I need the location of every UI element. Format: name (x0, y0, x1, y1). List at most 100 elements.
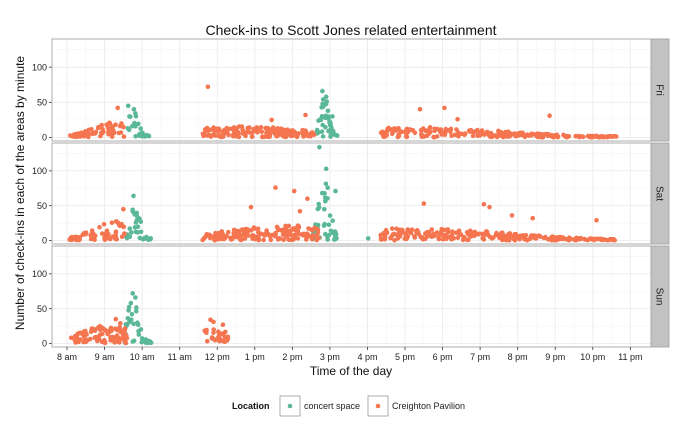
point-creighton-pavilion (275, 237, 281, 242)
point-creighton-pavilion (310, 233, 316, 238)
point-creighton-pavilion (439, 226, 445, 232)
point-concert-space (333, 235, 338, 240)
point-creighton-pavilion (264, 228, 269, 233)
point-creighton-pavilion (222, 131, 227, 136)
facet-strip (650, 142, 670, 245)
point-creighton-pavilion (281, 227, 287, 232)
y-tick-label: 0 (42, 339, 47, 349)
point-creighton-pavilion (83, 230, 89, 235)
point-creighton-pavilion (295, 133, 300, 138)
point-creighton-pavilion (273, 230, 278, 236)
point-creighton-pavilion (286, 132, 291, 137)
point-creighton-pavilion (221, 236, 227, 242)
point-creighton-pavilion (68, 335, 74, 341)
point-creighton-pavilion (463, 131, 468, 136)
point-creighton-pavilion (429, 234, 434, 240)
point-creighton-pavilion (511, 236, 517, 242)
point-creighton-pavilion (231, 227, 237, 233)
point-concert-space (327, 213, 333, 218)
point-creighton-pavilion (412, 130, 418, 136)
point-concert-space (136, 332, 142, 337)
point-creighton-pavilion (203, 234, 208, 240)
point-creighton-pavilion (113, 219, 119, 224)
point-creighton-pavilion (105, 125, 111, 131)
point-creighton-pavilion (389, 226, 395, 231)
point-concert-space (316, 118, 321, 123)
point-creighton-pavilion (445, 229, 451, 235)
point-creighton-pavilion (226, 229, 231, 235)
point-creighton-pavilion (83, 330, 88, 336)
point-creighton-pavilion (269, 117, 275, 123)
point-creighton-pavilion (404, 236, 410, 242)
point-creighton-pavilion (279, 132, 285, 138)
point-creighton-pavilion (102, 340, 108, 346)
point-concert-space (143, 340, 149, 346)
point-creighton-pavilion (514, 234, 520, 239)
point-creighton-pavilion (116, 130, 122, 136)
point-creighton-pavilion (245, 233, 251, 238)
facet-strip (650, 245, 670, 348)
point-concert-space (129, 317, 134, 323)
point-creighton-pavilion (497, 133, 503, 138)
point-concert-space (135, 224, 141, 230)
y-tick-label: 0 (42, 133, 47, 143)
point-creighton-pavilion (225, 334, 231, 340)
point-creighton-pavilion (591, 237, 597, 243)
point-concert-space (134, 305, 139, 310)
x-tick-label: 5 pm (395, 352, 415, 362)
point-creighton-pavilion (475, 133, 481, 139)
point-concert-space (131, 193, 136, 199)
point-creighton-pavilion (509, 213, 515, 218)
point-creighton-pavilion (109, 220, 115, 225)
point-creighton-pavilion (236, 131, 241, 136)
point-creighton-pavilion (547, 113, 552, 118)
point-concert-space (325, 196, 330, 201)
point-creighton-pavilion (567, 235, 572, 240)
chart-title: Check-ins to Scott Jones related enterta… (205, 22, 496, 38)
point-creighton-pavilion (440, 233, 446, 238)
point-creighton-pavilion (443, 130, 448, 135)
point-creighton-pavilion (283, 129, 289, 134)
point-concert-space (136, 121, 141, 127)
point-creighton-pavilion (216, 126, 222, 132)
point-concert-space (319, 114, 325, 119)
point-creighton-pavilion (205, 84, 211, 90)
y-tick-label: 100 (32, 269, 47, 279)
point-concert-space (325, 185, 331, 191)
point-creighton-pavilion (107, 236, 113, 242)
point-creighton-pavilion (113, 316, 119, 322)
point-creighton-pavilion (200, 131, 206, 137)
point-creighton-pavilion (499, 230, 504, 236)
point-creighton-pavilion (113, 236, 118, 241)
point-creighton-pavilion (513, 133, 519, 139)
x-tick-label: 12 pm (205, 352, 230, 362)
point-concert-space (326, 222, 332, 228)
point-creighton-pavilion (379, 237, 384, 242)
point-creighton-pavilion (121, 224, 127, 230)
point-creighton-pavilion (240, 232, 245, 238)
facet-panels: 0 50 100 Fri 0 50 100 Sat 0 50 100 Sun (32, 38, 670, 349)
point-creighton-pavilion (484, 229, 490, 235)
point-creighton-pavilion (261, 237, 266, 243)
point-creighton-pavilion (564, 133, 570, 139)
point-creighton-pavilion (122, 328, 127, 333)
x-tick-label: 2 pm (282, 352, 302, 362)
point-creighton-pavilion (493, 133, 499, 138)
legend-marker-creighton-pavilion (375, 403, 381, 409)
point-creighton-pavilion (250, 130, 255, 135)
point-creighton-pavilion (200, 237, 205, 243)
point-concert-space (322, 206, 327, 212)
point-creighton-pavilion (112, 335, 118, 341)
facet-label-sun: Sun (654, 288, 665, 306)
point-creighton-pavilion (554, 132, 559, 138)
point-creighton-pavilion (389, 131, 395, 137)
point-creighton-pavilion (236, 232, 242, 238)
x-axis-title: Time of the day (310, 364, 392, 378)
point-concert-space (330, 218, 336, 223)
point-creighton-pavilion (87, 336, 93, 342)
point-creighton-pavilion (107, 120, 113, 126)
panel-sat: 0 50 100 Sat (32, 142, 670, 246)
point-concert-space (148, 236, 153, 241)
point-creighton-pavilion (113, 122, 118, 127)
point-creighton-pavilion (481, 232, 487, 238)
